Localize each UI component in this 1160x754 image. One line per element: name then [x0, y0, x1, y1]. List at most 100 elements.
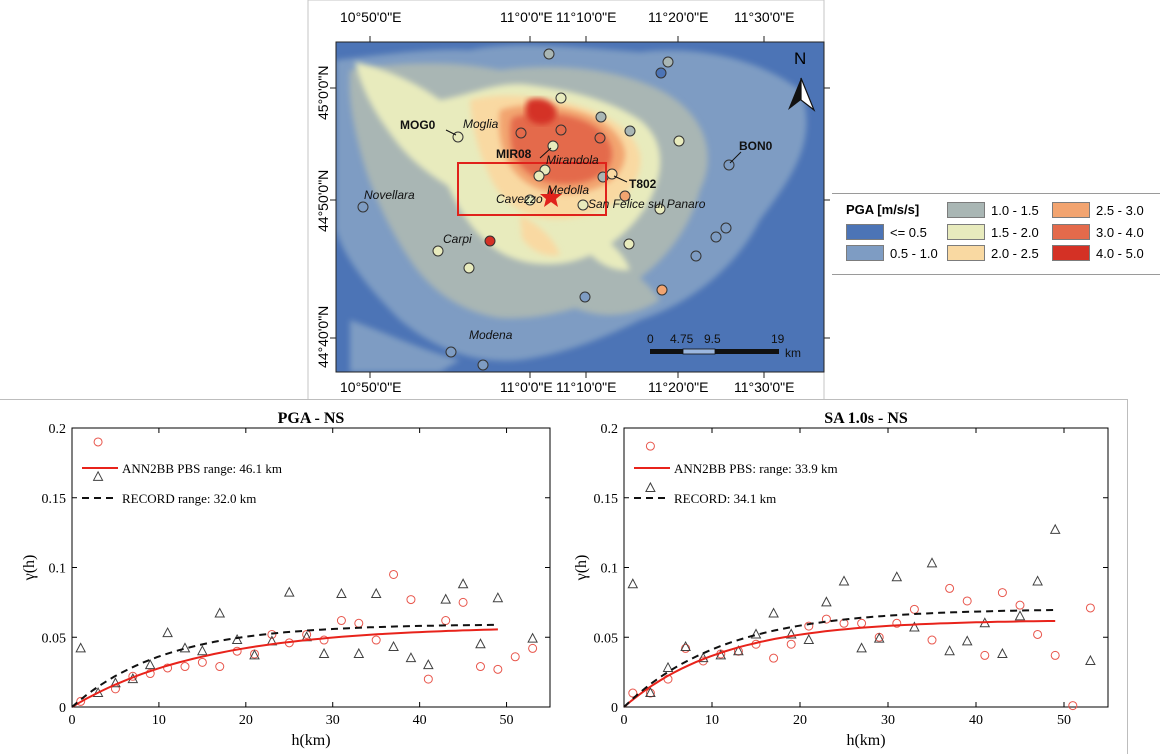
legend-label: 2.5 - 3.0	[1096, 202, 1144, 218]
lon-label-top-5: 11°30'0"E	[734, 9, 794, 25]
station-marker	[445, 346, 457, 358]
data-point-circle	[628, 688, 638, 698]
data-point-circle	[371, 635, 381, 645]
x-tick-label: 50	[500, 713, 514, 728]
lon-label-bottom-1: 10°50'0"E	[340, 379, 402, 395]
legend-entry-ann2bb: ANN2BB PBS: range: 33.9 km	[674, 461, 838, 476]
data-point-triangle	[388, 640, 399, 652]
station-marker	[533, 170, 545, 182]
lon-label-top-4: 11°20'0"E	[648, 9, 708, 25]
data-point-circle	[962, 596, 972, 606]
data-point-triangle	[475, 638, 486, 649]
data-point-circle	[458, 597, 468, 607]
legend-title: PGA [m/s/s]	[846, 202, 920, 217]
data-point-circle	[163, 663, 173, 673]
data-point-triangle	[283, 586, 295, 597]
x-tick-label: 40	[413, 713, 427, 728]
fit-line-ann2bb	[71, 628, 498, 708]
charts-frame-top	[0, 399, 1128, 400]
map-frame	[335, 41, 825, 373]
data-point-triangle	[197, 645, 208, 656]
data-point-circle	[180, 662, 190, 672]
y-tick-label: 0.2	[601, 422, 619, 437]
station-marker	[723, 159, 735, 171]
station-marker	[577, 199, 589, 211]
town-labels: Moglia Mirandola Novellara Cavezzo Medol…	[364, 117, 706, 342]
data-point-circle	[423, 674, 433, 684]
scale-tick: 19	[771, 332, 785, 346]
data-point-circle	[769, 653, 779, 663]
plot-area	[623, 427, 1109, 708]
station-label: MIR08	[496, 147, 532, 161]
legend-swatch	[1052, 202, 1090, 218]
data-point-triangle	[1049, 523, 1061, 534]
town-label: Carpi	[443, 232, 472, 246]
station-marker	[555, 92, 567, 104]
pga-legend: PGA [m/s/s] <= 0.5 0.5 - 1.0 1.0 - 1.5 1…	[832, 193, 1160, 275]
station-marker	[654, 203, 666, 215]
data-point-triangle	[75, 642, 87, 653]
data-point-triangle	[803, 633, 815, 645]
lon-label-top-3: 11°10'0"E	[556, 9, 616, 25]
legend-swatch	[1052, 245, 1090, 261]
station-labels: MOG0 MIR08 BON0 T802	[400, 118, 773, 191]
station-label: BON0	[739, 139, 773, 153]
data-point-circle	[927, 635, 937, 645]
scale-unit: km	[785, 346, 801, 360]
lon-label-bottom-2: 11°0'0"E	[500, 379, 553, 395]
data-point-triangle	[162, 626, 173, 638]
data-point-triangle	[249, 649, 260, 660]
data-point-triangle	[405, 652, 417, 663]
legend-swatch	[846, 224, 884, 240]
town-label: Mirandola	[546, 153, 599, 167]
data-point-triangle	[179, 642, 191, 653]
legend-item: 3.0 - 4.0	[1052, 223, 1144, 241]
data-point-triangle	[336, 587, 347, 599]
plot-area	[71, 427, 551, 708]
data-point-triangle	[733, 645, 744, 656]
y-tick-label: 0	[611, 701, 618, 716]
data-point-circle	[804, 621, 814, 631]
fault-rectangle	[457, 162, 607, 216]
chart-title: PGA - NS	[278, 410, 345, 427]
legend-label: 2.0 - 2.5	[991, 245, 1039, 261]
lat-label-2: 44°50'0"N	[315, 170, 331, 232]
data-point-triangle	[318, 647, 330, 658]
station-marker	[515, 127, 527, 139]
legend-item: 1.5 - 2.0	[947, 223, 1039, 241]
x-tick-label: 50	[1057, 713, 1071, 728]
y-axis-label: γ(h)	[573, 555, 590, 582]
legend-swatch	[1052, 224, 1090, 240]
fit-line-record	[71, 623, 498, 708]
data-point-circle	[1015, 600, 1025, 610]
station-label: T802	[629, 177, 657, 191]
data-point-triangle	[715, 649, 727, 660]
data-point-triangle	[909, 621, 920, 632]
data-point-triangle	[891, 571, 903, 582]
lon-label-bottom-4: 11°20'0"E	[648, 379, 708, 395]
x-tick-label: 10	[152, 713, 166, 728]
station-marker	[673, 135, 685, 147]
data-point-triangle	[214, 607, 226, 618]
y-tick-label: 0.1	[49, 562, 67, 577]
legend-swatch	[947, 224, 985, 240]
legend-label: 0.5 - 1.0	[890, 245, 938, 261]
epicenter-star-icon	[540, 187, 562, 207]
data-point-triangle	[856, 642, 867, 653]
lon-label-bottom-3: 11°10'0"E	[556, 379, 616, 395]
data-point-triangle	[662, 661, 674, 672]
data-point-triangle	[231, 633, 243, 645]
station-marker	[452, 131, 464, 143]
legend-label: <= 0.5	[890, 224, 927, 240]
legend-swatch	[846, 245, 884, 261]
lon-label-top-1: 10°50'0"E	[340, 9, 402, 25]
station-marker	[595, 111, 607, 123]
north-label: N	[794, 49, 806, 68]
scale-bar: 0 4.75 9.5 19 km	[647, 332, 801, 360]
station-marker	[594, 132, 606, 144]
data-point-triangle	[821, 596, 832, 607]
data-point-triangle	[961, 635, 973, 646]
legend-item: 2.5 - 3.0	[1052, 201, 1144, 219]
station-marker	[463, 262, 475, 274]
data-point-circle	[528, 643, 538, 653]
